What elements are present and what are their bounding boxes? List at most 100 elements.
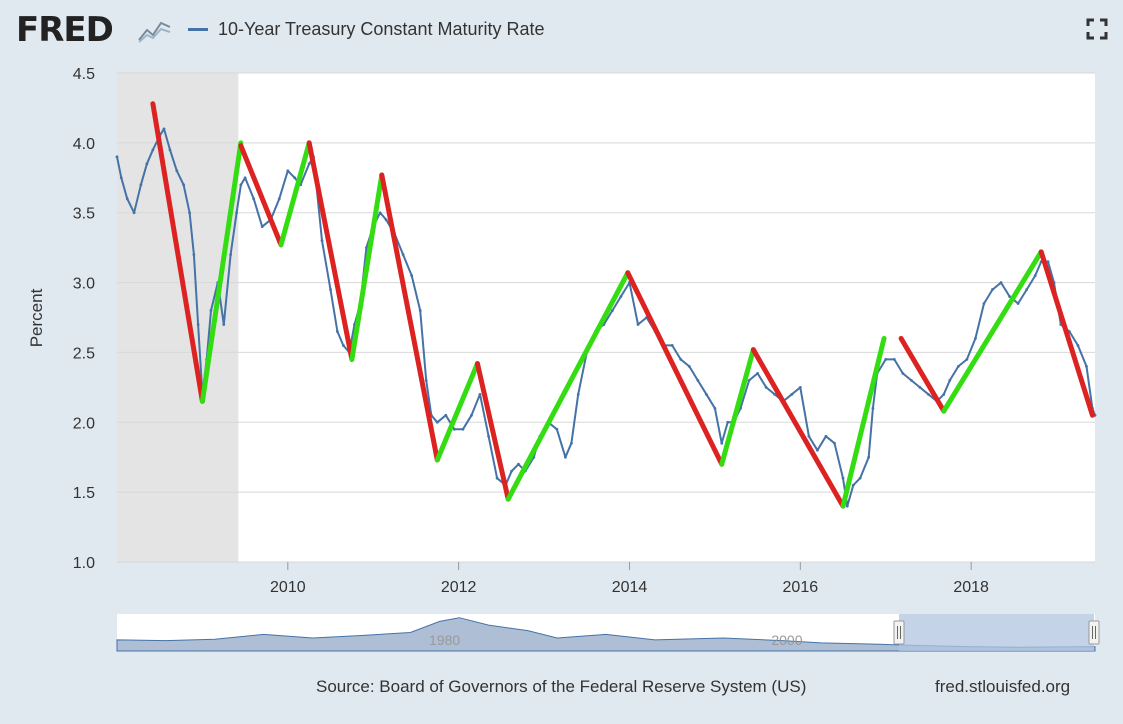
data-point <box>670 344 674 347</box>
data-point <box>175 169 179 173</box>
data-point <box>1085 365 1088 368</box>
data-point <box>747 378 751 382</box>
data-point <box>564 455 567 459</box>
data-point <box>892 358 896 361</box>
downtrend-line <box>750 347 846 509</box>
data-point <box>145 162 149 166</box>
uptrend-line <box>719 347 756 467</box>
y-tick-label: 2.5 <box>73 345 95 362</box>
data-point <box>982 302 986 305</box>
data-point <box>679 358 683 361</box>
data-point <box>704 392 708 396</box>
series-title[interactable]: 10-Year Treasury Constant Maturity Rate <box>218 19 545 39</box>
trend-lines <box>150 101 1095 509</box>
data-point <box>927 392 930 396</box>
data-point <box>286 169 290 173</box>
data-point <box>909 378 913 382</box>
data-point <box>209 309 213 312</box>
recession-band <box>117 73 239 562</box>
data-point <box>636 323 640 326</box>
data-point <box>239 183 243 187</box>
uptrend-line <box>434 361 480 463</box>
data-point <box>151 148 155 152</box>
uptrend-line <box>278 140 312 248</box>
data-point <box>884 358 888 361</box>
data-point <box>307 162 311 166</box>
data-point <box>192 253 196 257</box>
site-link[interactable]: fred.stlouisfed.org <box>935 677 1071 696</box>
data-point <box>807 434 811 438</box>
data-point <box>495 476 499 480</box>
fred-logo[interactable]: FRED <box>16 10 114 50</box>
data-point <box>260 225 264 229</box>
y-tick-label: 1.0 <box>73 555 95 572</box>
data-point <box>452 427 456 431</box>
data-point <box>713 406 717 410</box>
data-point <box>277 197 281 201</box>
x-tick-label: 2012 <box>441 579 477 596</box>
data-point <box>867 455 871 459</box>
downtrend-line <box>379 172 440 463</box>
downtrend-line <box>474 361 511 502</box>
line-chart-icon <box>138 21 171 43</box>
data-point <box>991 288 994 291</box>
data-point <box>401 253 405 257</box>
data-point <box>833 441 836 445</box>
data-point <box>510 469 514 473</box>
x-tick-label: 2010 <box>270 579 306 596</box>
data-point <box>418 309 422 312</box>
y-tick-label: 4.5 <box>73 66 95 83</box>
data-point <box>687 365 691 368</box>
data-point <box>424 378 428 382</box>
data-point <box>168 148 172 152</box>
uptrend-line <box>199 140 244 404</box>
data-point <box>410 274 414 277</box>
data-point <box>871 406 875 410</box>
downtrend-line <box>625 270 725 467</box>
data-point <box>139 183 143 187</box>
data-point <box>756 371 760 375</box>
data-point <box>901 371 905 375</box>
data-point <box>378 211 382 215</box>
data-point <box>252 197 256 201</box>
navigator-tick-label: 2000 <box>771 632 802 648</box>
y-axis-label: Percent <box>27 288 46 347</box>
data-point <box>1046 260 1050 264</box>
data-point <box>798 385 802 389</box>
uptrend-line <box>505 270 631 502</box>
downtrend-line <box>238 143 284 248</box>
x-tick-label: 2014 <box>612 579 648 596</box>
data-point <box>444 413 448 417</box>
data-point <box>1025 288 1029 291</box>
data-point <box>999 281 1003 284</box>
navigator[interactable]: 1980 2000 <box>116 614 1100 652</box>
data-point <box>619 295 623 298</box>
data-point <box>942 392 946 396</box>
data-point <box>1016 302 1020 305</box>
data-point <box>824 434 828 438</box>
data-point <box>764 385 768 389</box>
data-point <box>773 392 777 396</box>
data-point <box>222 323 226 326</box>
navigator-handle[interactable] <box>1088 620 1100 645</box>
uptrend-line <box>349 172 385 362</box>
data-point <box>365 246 368 250</box>
data-point <box>948 378 952 382</box>
data-point <box>555 427 559 431</box>
navigator-handle[interactable] <box>893 620 905 645</box>
y-tick-label: 3.5 <box>73 206 95 223</box>
uptrend-line <box>840 335 887 509</box>
data-point <box>119 176 123 180</box>
y-tick-label: 4.0 <box>73 136 95 153</box>
downtrend-line <box>1038 249 1095 418</box>
data-point <box>720 441 724 445</box>
header: FRED 10-Year Treasury Constant Maturity … <box>0 0 1123 62</box>
navigator-tick-label: 1980 <box>429 632 460 648</box>
data-point <box>1076 344 1080 347</box>
y-tick-label: 3.0 <box>73 276 95 293</box>
navigator-selection <box>899 614 1094 651</box>
data-point <box>125 197 129 201</box>
x-axis: 2010 2012 2014 2016 2018 <box>270 562 989 596</box>
downtrend-line <box>306 140 355 362</box>
fullscreen-icon[interactable] <box>1086 18 1108 40</box>
